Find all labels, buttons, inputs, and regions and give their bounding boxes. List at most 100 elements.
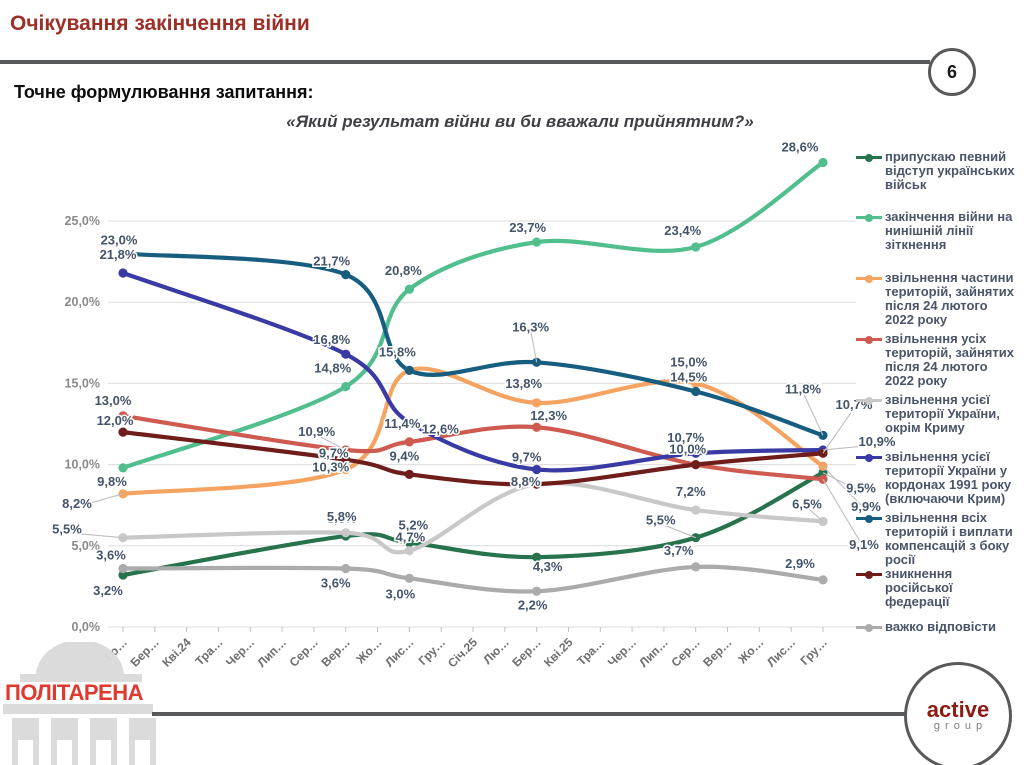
- x-axis-tick-label: Жо…: [353, 635, 385, 667]
- y-axis-tick-label: 5,0%: [72, 539, 101, 553]
- data-label: 3,0%: [386, 586, 416, 601]
- y-axis-tick-label: 0,0%: [72, 620, 101, 634]
- data-label: 6,5%: [792, 496, 822, 511]
- label-leader-line: [806, 507, 824, 522]
- data-label: 14,5%: [670, 370, 707, 385]
- data-point-marker: [532, 357, 542, 367]
- legend-item: звільнення усієї території України, окрі…: [856, 393, 1017, 435]
- data-label: 16,8%: [313, 332, 350, 347]
- data-point-marker: [691, 460, 701, 470]
- series-line: [120, 413, 826, 482]
- legend-item: закінчення війни на нинішній лінії зіткн…: [856, 210, 1017, 252]
- data-point-marker: [818, 157, 828, 168]
- legend-marker-icon: [856, 213, 882, 222]
- data-point-marker: [532, 552, 542, 562]
- legend-marker-icon: [856, 153, 882, 162]
- label-leader-line: [822, 478, 865, 549]
- series-line: [120, 564, 826, 594]
- series-line: [120, 470, 826, 578]
- x-axis-tick-label: Кві.24: [159, 635, 194, 670]
- x-axis-tick-label: Сер…: [287, 635, 321, 669]
- x-axis-tick-label: Бер…: [509, 635, 543, 669]
- legend-label: звільнення всіх територій і виплати комп…: [885, 510, 1013, 567]
- x-axis-tick-label: Лис…: [764, 635, 798, 669]
- data-point-marker: [404, 417, 414, 427]
- data-label: 9,7%: [319, 445, 349, 460]
- data-point-marker: [691, 562, 701, 572]
- y-axis-tick-label: 10,0%: [65, 458, 100, 472]
- data-label: 13,0%: [95, 393, 132, 408]
- x-axis-tick-label: Сер…: [668, 635, 702, 669]
- data-point-marker: [341, 455, 351, 465]
- data-point-marker: [691, 386, 701, 397]
- label-leader-line: [802, 392, 824, 436]
- x-axis-tick-label: Гру…: [416, 635, 449, 668]
- legend-label: припускаю певний відступ українських вій…: [885, 149, 1015, 192]
- data-label: 10,0%: [669, 442, 706, 457]
- data-label: 15,8%: [379, 344, 416, 359]
- data-label: 11,8%: [785, 381, 822, 396]
- data-point-marker: [818, 575, 828, 585]
- label-leader-line: [66, 532, 124, 539]
- data-label: 3,2%: [93, 583, 123, 598]
- legend-item: зникнення російської федерації: [856, 567, 1017, 609]
- label-leader-line: [660, 523, 696, 539]
- legend-marker-icon: [856, 570, 882, 579]
- data-label: 9,5%: [846, 481, 876, 496]
- data-label: 3,6%: [321, 576, 351, 591]
- label-leader-line: [76, 493, 124, 508]
- data-label: 9,4%: [390, 448, 420, 463]
- data-label: 13,8%: [505, 376, 542, 391]
- data-label: 10,3%: [312, 460, 349, 475]
- label-leader-line: [530, 330, 538, 363]
- data-label: 7,2%: [676, 484, 706, 499]
- legend-label: зникнення російської федерації: [885, 566, 953, 609]
- data-point-marker: [532, 422, 542, 432]
- data-label: 5,5%: [52, 522, 82, 537]
- data-point-marker: [532, 479, 542, 489]
- label-leader-line: [316, 434, 346, 451]
- legend-item: важко відповісти: [856, 620, 1017, 634]
- legend-label: звільнення усієї території України, окрі…: [885, 392, 1000, 435]
- x-axis-tick-label: Жо…: [735, 635, 767, 667]
- legend-label: звільнення усіх територій, зайнятих післ…: [885, 331, 1014, 388]
- data-point-marker: [404, 437, 414, 447]
- data-label: 10,9%: [859, 434, 896, 449]
- legend-label: важко відповісти: [885, 619, 996, 634]
- data-point-marker: [532, 398, 542, 408]
- legend-item: звільнення частини територій, зайнятих п…: [856, 271, 1017, 327]
- series-line: [120, 430, 826, 487]
- data-label: 10,7%: [667, 430, 704, 445]
- series-line: [120, 270, 826, 473]
- data-point-marker: [691, 242, 701, 252]
- data-label: 8,8%: [511, 474, 541, 489]
- x-axis-tick-label: Лис…: [382, 635, 416, 669]
- data-point-marker: [404, 573, 414, 583]
- data-label: 23,7%: [509, 220, 546, 235]
- data-point-marker: [341, 269, 351, 280]
- data-label: 10,9%: [298, 424, 335, 439]
- data-label: 2,2%: [518, 597, 548, 612]
- legend-label: закінчення війни на нинішній лінії зіткн…: [885, 209, 1013, 252]
- x-axis-tick-label: Тра…: [574, 635, 607, 668]
- data-label: 12,0%: [97, 413, 134, 428]
- x-axis-tick-label: Тра…: [192, 635, 225, 668]
- data-point-marker: [691, 448, 701, 458]
- data-label: 23,4%: [664, 223, 701, 238]
- x-axis-tick-label: Лип…: [255, 635, 290, 670]
- legend-item: звільнення всіх територій і виплати комп…: [856, 511, 1017, 567]
- x-axis-tick-label: Вер…: [318, 635, 352, 669]
- data-label: 14,8%: [314, 361, 351, 376]
- legend-label: звільнення частини територій, зайнятих п…: [885, 270, 1014, 327]
- data-label: 5,8%: [327, 509, 357, 524]
- data-point-marker: [691, 505, 701, 515]
- data-label: 4,3%: [533, 559, 563, 574]
- series-line: [120, 480, 826, 555]
- x-axis-tick-label: Чер…: [223, 635, 257, 669]
- data-point-marker: [404, 546, 414, 556]
- data-label: 16,3%: [512, 319, 549, 334]
- data-point-marker: [118, 563, 128, 574]
- page-title: Очікування закінчення війни: [10, 12, 310, 35]
- data-point-marker: [404, 365, 414, 376]
